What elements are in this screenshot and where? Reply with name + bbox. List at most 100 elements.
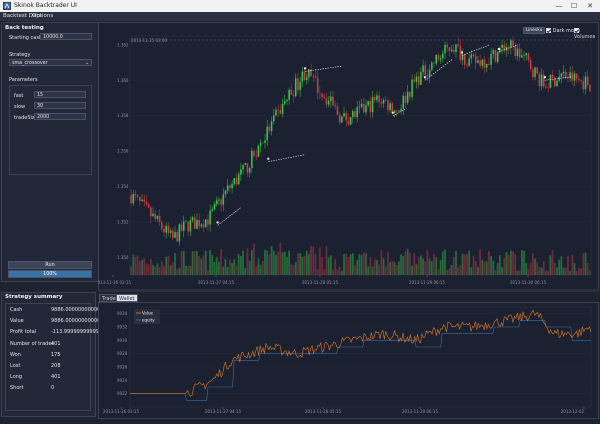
volume-bar	[556, 267, 558, 275]
volume-bar	[222, 266, 225, 275]
candle-body	[202, 224, 205, 228]
candle-body	[178, 224, 181, 242]
volume-bar	[349, 254, 352, 275]
strategy-select[interactable]: sma_crossover ⌄	[9, 59, 92, 66]
menu-options[interactable]: Options	[32, 13, 54, 19]
candle-body	[174, 232, 176, 238]
param-slow-input[interactable]: 30	[34, 102, 86, 109]
wallet-chart[interactable]: 9922 9924 9926 9928 9930 9932 9934 2013-11-26 0…	[98, 302, 599, 419]
volume-bar	[156, 263, 159, 275]
volume-bar	[417, 257, 420, 275]
candle-body	[499, 48, 501, 53]
volumes-checkbox[interactable]: Volumes	[574, 28, 600, 40]
param-fast-input[interactable]: 15	[34, 91, 86, 98]
summary-value: -113.99999999999	[51, 329, 99, 336]
menu-backtest-data[interactable]: Backtest Data	[3, 13, 42, 19]
dark-mode-check-icon	[546, 28, 551, 33]
trade-marker	[391, 111, 394, 114]
volume-bar	[424, 261, 427, 275]
candle-body	[358, 106, 361, 108]
volume-bar	[419, 255, 422, 275]
close-icon[interactable]: ✕	[587, 2, 593, 10]
summary-value: 401	[51, 340, 61, 347]
candle-body	[255, 156, 257, 157]
volume-bar	[542, 261, 545, 275]
volume-bar	[466, 254, 468, 275]
strategy-label: Strategy	[9, 52, 31, 58]
volume-bar	[220, 249, 222, 275]
candle-body	[584, 76, 587, 90]
volume-bar	[437, 269, 440, 275]
volume-bar	[564, 267, 567, 275]
candle-body	[415, 76, 418, 82]
volume-bar	[132, 254, 135, 275]
candle-body	[442, 53, 444, 59]
volume-bar	[509, 250, 512, 275]
volume-bar	[468, 250, 471, 275]
volume-bar	[178, 267, 181, 275]
candle-body	[275, 109, 277, 116]
candle-body	[523, 55, 525, 56]
volume-bar	[428, 258, 431, 275]
candle-body	[512, 40, 514, 46]
candle-body	[262, 142, 264, 144]
volume-bar	[571, 254, 574, 275]
maximize-icon[interactable]: ☐	[570, 2, 578, 10]
summary-value: 401	[51, 374, 61, 381]
volume-bar	[446, 269, 449, 275]
candle-body	[380, 102, 383, 104]
candle-body	[301, 71, 304, 82]
candle-body	[207, 219, 209, 225]
candle-body	[404, 95, 407, 103]
price-chart[interactable]: 2013-11-25 03:001.362 1.360 1.358 1.356 1.35…	[98, 22, 599, 289]
candle-body	[305, 77, 308, 80]
volume-bar	[398, 261, 400, 275]
candle-body	[468, 58, 470, 66]
minimize-icon[interactable]: —	[555, 2, 563, 10]
volume-bar	[384, 266, 387, 275]
volume-bar	[204, 250, 207, 275]
volume-bar	[413, 253, 416, 275]
volume-bar	[345, 253, 348, 275]
starting-cash-input[interactable]: 10000.0	[40, 33, 92, 40]
tab-wallet[interactable]: Wallet	[116, 294, 138, 302]
run-button[interactable]: Run	[8, 261, 92, 269]
volume-bar	[380, 250, 383, 275]
trade-line	[544, 76, 573, 81]
volume-bar	[505, 252, 508, 275]
candle-body	[527, 53, 530, 60]
volume-bar	[264, 249, 266, 275]
volume-bar	[393, 262, 396, 275]
candle-body	[334, 105, 337, 107]
x-tick-label: 2013-12-02	[561, 409, 585, 414]
chart-mode-button[interactable]: Linesku	[523, 27, 545, 34]
y-tick-label: 9924	[117, 378, 128, 383]
x-tick-label: 2013-11-28 05:15	[305, 409, 342, 414]
volume-bar	[573, 263, 576, 275]
candle-body	[308, 69, 310, 78]
volume-bar	[279, 242, 282, 275]
trade-marker	[267, 157, 270, 160]
chart-area	[98, 22, 599, 290]
candle-body	[567, 77, 569, 79]
candle-body	[268, 126, 271, 132]
volume-bar	[187, 265, 190, 275]
dark-mode-checkbox[interactable]: Dark mode	[546, 28, 580, 34]
splitter-handle[interactable]	[98, 289, 599, 292]
candle-body	[457, 44, 459, 47]
param-tradesize-input[interactable]: 2000	[34, 113, 86, 120]
volume-bar	[402, 255, 405, 275]
volume-bar	[529, 262, 532, 275]
candle-body	[450, 49, 453, 52]
trade-marker	[423, 76, 427, 79]
strategy-select-value: sma_crossover	[12, 61, 48, 66]
volume-bar	[340, 270, 343, 275]
candle-body	[470, 54, 473, 59]
candle-body	[299, 81, 301, 90]
trade-marker	[304, 67, 307, 70]
candle-body	[330, 96, 332, 101]
candle-body	[193, 217, 196, 229]
candle-body	[564, 71, 567, 78]
candle-body	[332, 96, 334, 106]
legend-equity-label: equity	[142, 318, 155, 323]
